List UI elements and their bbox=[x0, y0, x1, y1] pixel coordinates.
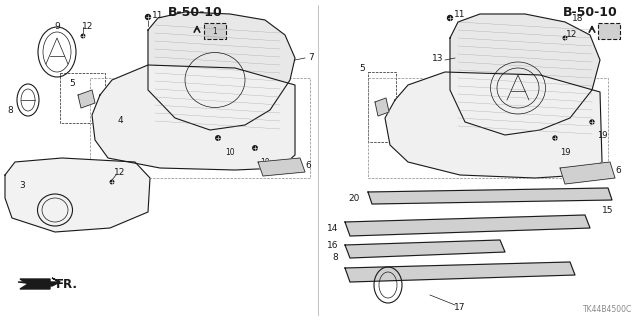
Text: 11: 11 bbox=[454, 10, 466, 19]
Text: FR.: FR. bbox=[56, 277, 78, 291]
Circle shape bbox=[145, 14, 150, 20]
Text: 5: 5 bbox=[359, 63, 365, 73]
Polygon shape bbox=[450, 14, 600, 135]
Circle shape bbox=[563, 36, 567, 40]
Text: 12: 12 bbox=[83, 21, 93, 30]
Text: 18: 18 bbox=[572, 13, 584, 22]
Text: 20: 20 bbox=[349, 194, 360, 203]
Polygon shape bbox=[5, 158, 150, 232]
Polygon shape bbox=[560, 162, 615, 184]
Polygon shape bbox=[375, 98, 389, 116]
Polygon shape bbox=[18, 278, 60, 286]
Polygon shape bbox=[148, 12, 295, 130]
Bar bbox=[90, 78, 310, 178]
Text: 10: 10 bbox=[260, 157, 270, 166]
Bar bbox=[60, 73, 105, 123]
Circle shape bbox=[447, 15, 452, 20]
Text: 6: 6 bbox=[305, 161, 311, 170]
Polygon shape bbox=[345, 215, 590, 236]
Text: 4: 4 bbox=[117, 116, 123, 124]
Polygon shape bbox=[20, 279, 50, 289]
Text: 12: 12 bbox=[566, 29, 578, 38]
Text: B-50-10: B-50-10 bbox=[168, 5, 222, 19]
Circle shape bbox=[553, 136, 557, 140]
Text: 17: 17 bbox=[454, 303, 466, 313]
Text: TK44B4500C: TK44B4500C bbox=[583, 306, 632, 315]
Polygon shape bbox=[345, 240, 505, 258]
Bar bbox=[368, 78, 608, 178]
Text: 8: 8 bbox=[332, 253, 338, 262]
Text: 19: 19 bbox=[596, 131, 607, 140]
Text: 3: 3 bbox=[19, 180, 25, 189]
Text: 12: 12 bbox=[115, 167, 125, 177]
Text: 10: 10 bbox=[225, 148, 235, 156]
Text: 8: 8 bbox=[7, 106, 13, 115]
Polygon shape bbox=[368, 188, 612, 204]
Text: 5: 5 bbox=[69, 78, 75, 87]
Circle shape bbox=[253, 146, 257, 150]
Text: 6: 6 bbox=[615, 165, 621, 174]
Text: 19: 19 bbox=[560, 148, 570, 156]
Text: B-50-10: B-50-10 bbox=[563, 5, 618, 19]
Polygon shape bbox=[258, 158, 305, 176]
Bar bbox=[368, 72, 396, 142]
Circle shape bbox=[590, 120, 594, 124]
Text: 7: 7 bbox=[281, 158, 287, 167]
Text: 1: 1 bbox=[212, 27, 218, 36]
Text: 11: 11 bbox=[152, 11, 164, 20]
Text: 15: 15 bbox=[602, 205, 614, 214]
Circle shape bbox=[110, 180, 114, 184]
Text: 7: 7 bbox=[308, 52, 314, 61]
Polygon shape bbox=[345, 262, 575, 282]
Polygon shape bbox=[92, 65, 295, 170]
Polygon shape bbox=[385, 72, 602, 178]
Circle shape bbox=[81, 34, 84, 38]
FancyBboxPatch shape bbox=[598, 23, 620, 39]
Text: 13: 13 bbox=[432, 53, 444, 62]
Text: 9: 9 bbox=[54, 21, 60, 30]
Polygon shape bbox=[78, 90, 95, 108]
FancyBboxPatch shape bbox=[204, 23, 226, 39]
Text: 14: 14 bbox=[326, 223, 338, 233]
Text: 16: 16 bbox=[326, 241, 338, 250]
Circle shape bbox=[216, 136, 220, 140]
